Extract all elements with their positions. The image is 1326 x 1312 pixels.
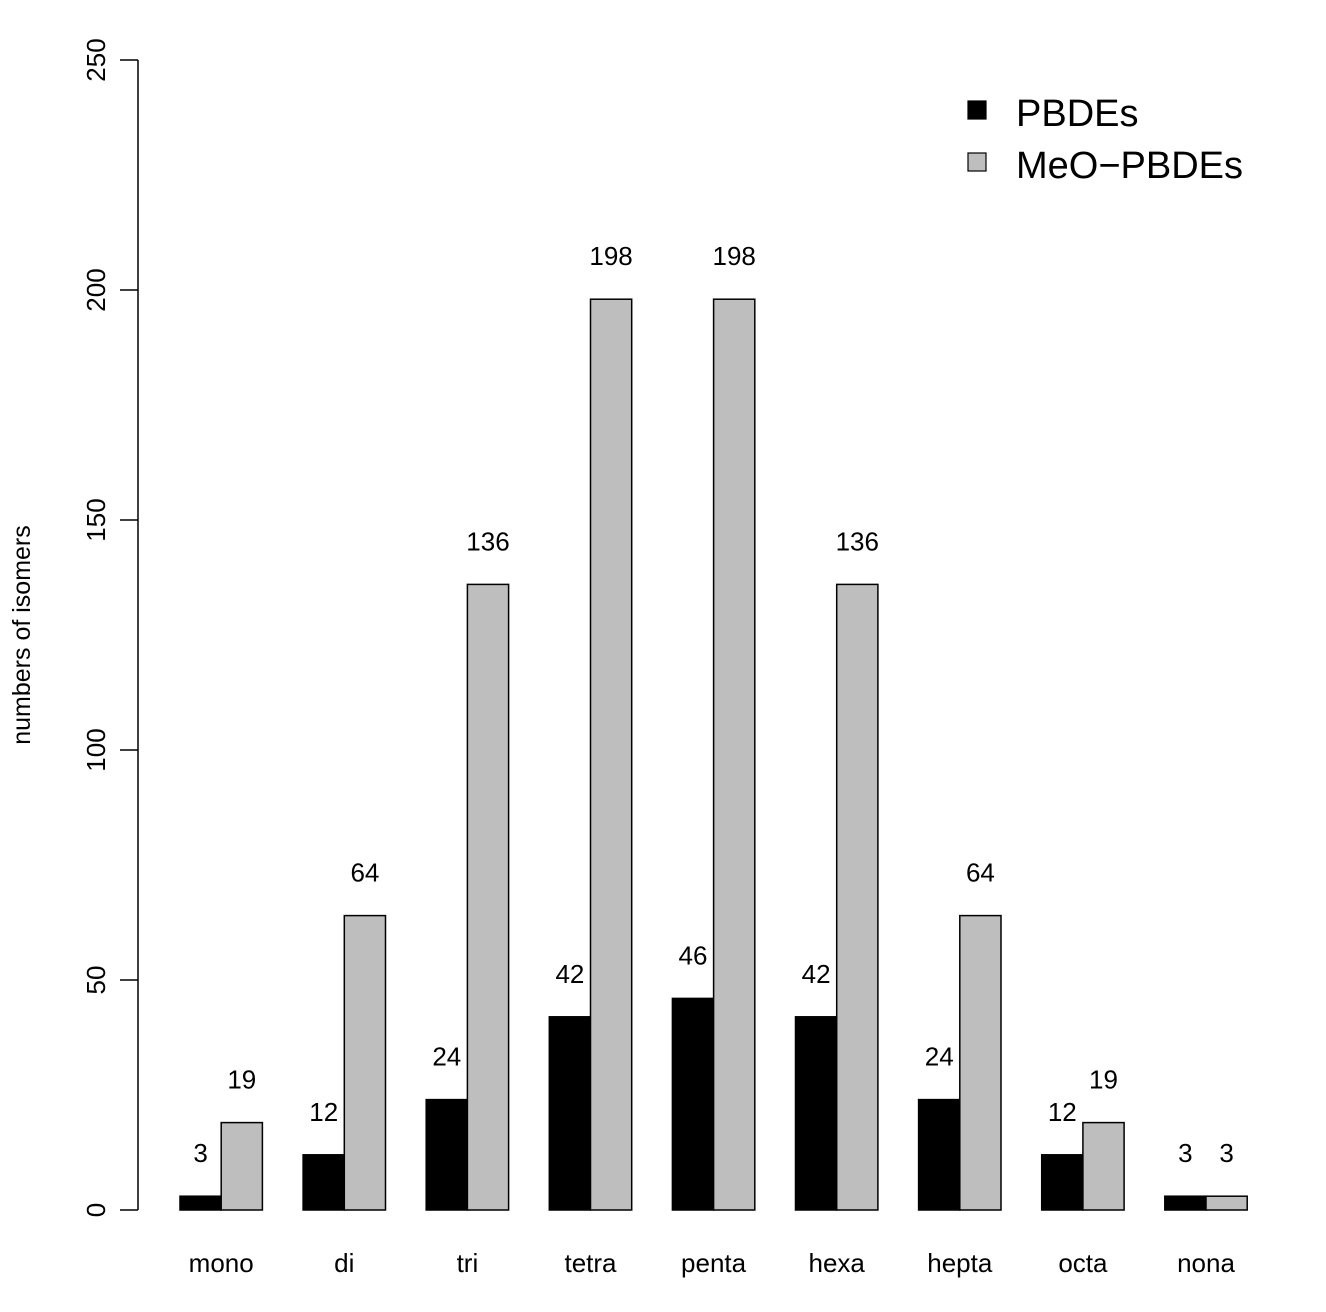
data-label-pbdes-mono: 3 [193, 1138, 207, 1168]
y-axis: 0 50 100 150 200 250 [81, 38, 139, 1217]
legend-label-meo-pbdes: MeO−PBDEs [1016, 145, 1243, 187]
data-label-pbdes-di: 12 [309, 1097, 338, 1127]
category-labels-group: mono di tri tetra penta hexa hepta octa nona [189, 1248, 1236, 1278]
y-tick-label: 250 [81, 38, 111, 81]
y-tick-label: 150 [81, 498, 111, 541]
bar-meo-pbdes-mono [220, 1121, 264, 1211]
category-label-tetra: tetra [564, 1248, 617, 1278]
category-label-tri: tri [457, 1248, 479, 1278]
data-label-meo-pbdes-tri: 136 [466, 526, 509, 556]
data-label-meo-pbdes-octa: 19 [1089, 1065, 1118, 1095]
bar-pbdes-tri [425, 1098, 469, 1211]
bar-pbdes-tetra [548, 1016, 592, 1211]
data-label-meo-pbdes-hexa: 136 [836, 526, 879, 556]
data-label-meo-pbdes-hepta: 64 [966, 858, 995, 888]
y-tick-label: 50 [81, 966, 111, 995]
bars-group [179, 298, 1248, 1211]
bar-meo-pbdes-tetra [589, 298, 633, 1211]
data-label-pbdes-hepta: 24 [925, 1042, 954, 1072]
bar-meo-pbdes-nona [1205, 1195, 1248, 1211]
category-label-di: di [334, 1248, 354, 1278]
data-label-pbdes-hexa: 42 [802, 959, 831, 989]
bar-pbdes-nona [1164, 1195, 1207, 1211]
bar-meo-pbdes-di [343, 914, 387, 1211]
legend: PBDEs MeO−PBDEs [967, 93, 1243, 187]
bar-meo-pbdes-hepta [959, 914, 1002, 1211]
y-axis-title: numbers of isomers [8, 525, 36, 745]
category-label-octa: octa [1058, 1248, 1108, 1278]
data-label-meo-pbdes-di: 64 [350, 858, 379, 888]
data-label-meo-pbdes-penta: 198 [713, 241, 756, 271]
category-label-mono: mono [189, 1248, 254, 1278]
data-label-pbdes-tetra: 42 [555, 959, 584, 989]
category-label-hepta: hepta [927, 1248, 993, 1278]
y-tick-label: 200 [81, 268, 111, 311]
y-tick-label: 0 [81, 1203, 111, 1217]
category-label-nona: nona [1177, 1248, 1235, 1278]
data-label-pbdes-penta: 46 [679, 940, 708, 970]
y-tick-label: 100 [81, 728, 111, 771]
bar-meo-pbdes-hexa [835, 583, 879, 1211]
legend-swatch-pbdes [967, 100, 987, 120]
category-label-hexa: hexa [809, 1248, 866, 1278]
category-label-penta: penta [681, 1248, 747, 1278]
legend-label-pbdes: PBDEs [1016, 93, 1138, 135]
data-label-meo-pbdes-tetra: 198 [589, 241, 632, 271]
data-label-pbdes-tri: 24 [432, 1042, 461, 1072]
bar-pbdes-mono [179, 1195, 222, 1211]
bar-pbdes-octa [1040, 1154, 1084, 1211]
bar-pbdes-penta [671, 997, 715, 1211]
bar-pbdes-di [302, 1154, 346, 1211]
data-label-pbdes-nona: 3 [1178, 1138, 1192, 1168]
legend-swatch-meo-pbdes [967, 152, 987, 172]
bar-pbdes-hepta [917, 1098, 961, 1211]
data-label-meo-pbdes-nona: 3 [1219, 1138, 1233, 1168]
bar-meo-pbdes-tri [466, 583, 510, 1211]
data-label-meo-pbdes-mono: 19 [227, 1065, 256, 1095]
bar-meo-pbdes-penta [712, 298, 756, 1211]
data-label-pbdes-octa: 12 [1048, 1097, 1077, 1127]
bar-pbdes-hexa [794, 1016, 838, 1211]
bar-meo-pbdes-octa [1082, 1121, 1125, 1211]
